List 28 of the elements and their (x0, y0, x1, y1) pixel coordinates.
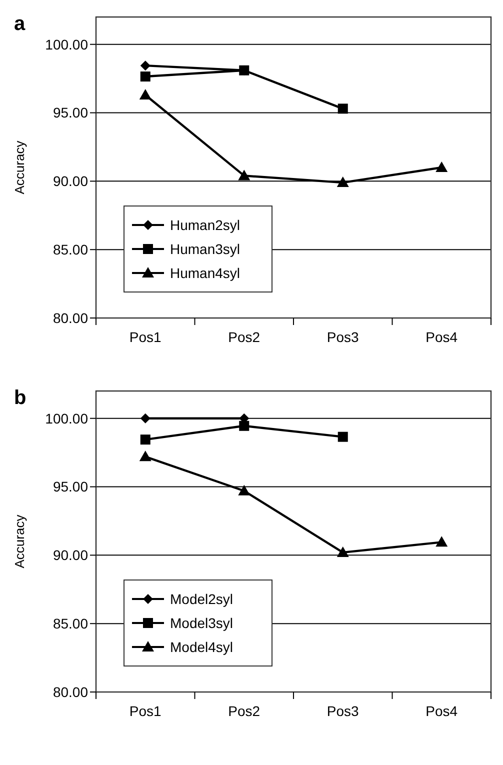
y-tick-label: 100.00 (45, 410, 88, 426)
x-tick-label: Pos4 (426, 329, 458, 345)
x-tick-label: Pos3 (326, 703, 360, 719)
y-tick-label: 95.00 (52, 104, 88, 121)
legend-label: Human2syl (170, 216, 240, 233)
y-tick-label: 100.00 (45, 36, 88, 52)
y-tick-label: 95.00 (52, 478, 88, 495)
x-tick-label: Pos3 (326, 329, 360, 345)
y-axis-title: Accuracy (12, 140, 27, 194)
y-tick-label: 80.00 (52, 310, 88, 326)
legend-label: Human3syl (170, 240, 240, 257)
y-tick-label: 90.00 (52, 173, 88, 190)
x-tick-label: Pos4 (426, 703, 458, 719)
chart-title: b (14, 387, 26, 409)
legend-label: Model3syl (170, 614, 234, 631)
y-axis-title: Accuracy (12, 514, 27, 568)
y-tick-label: 80.00 (52, 684, 88, 700)
legend-label: Model2syl (170, 590, 234, 607)
x-tick-label: Pos1 (129, 329, 162, 345)
x-tick-label: Pos2 (228, 329, 260, 345)
legend-label: Human4syl (170, 264, 240, 281)
x-tick-label: Pos1 (129, 703, 162, 719)
y-tick-label: 85.00 (52, 615, 88, 632)
chart-title: a (14, 13, 26, 35)
x-tick-label: Pos2 (228, 703, 260, 719)
y-tick-label: 90.00 (52, 547, 88, 564)
legend-label: Model4syl (170, 638, 234, 655)
y-tick-label: 85.00 (52, 241, 88, 258)
